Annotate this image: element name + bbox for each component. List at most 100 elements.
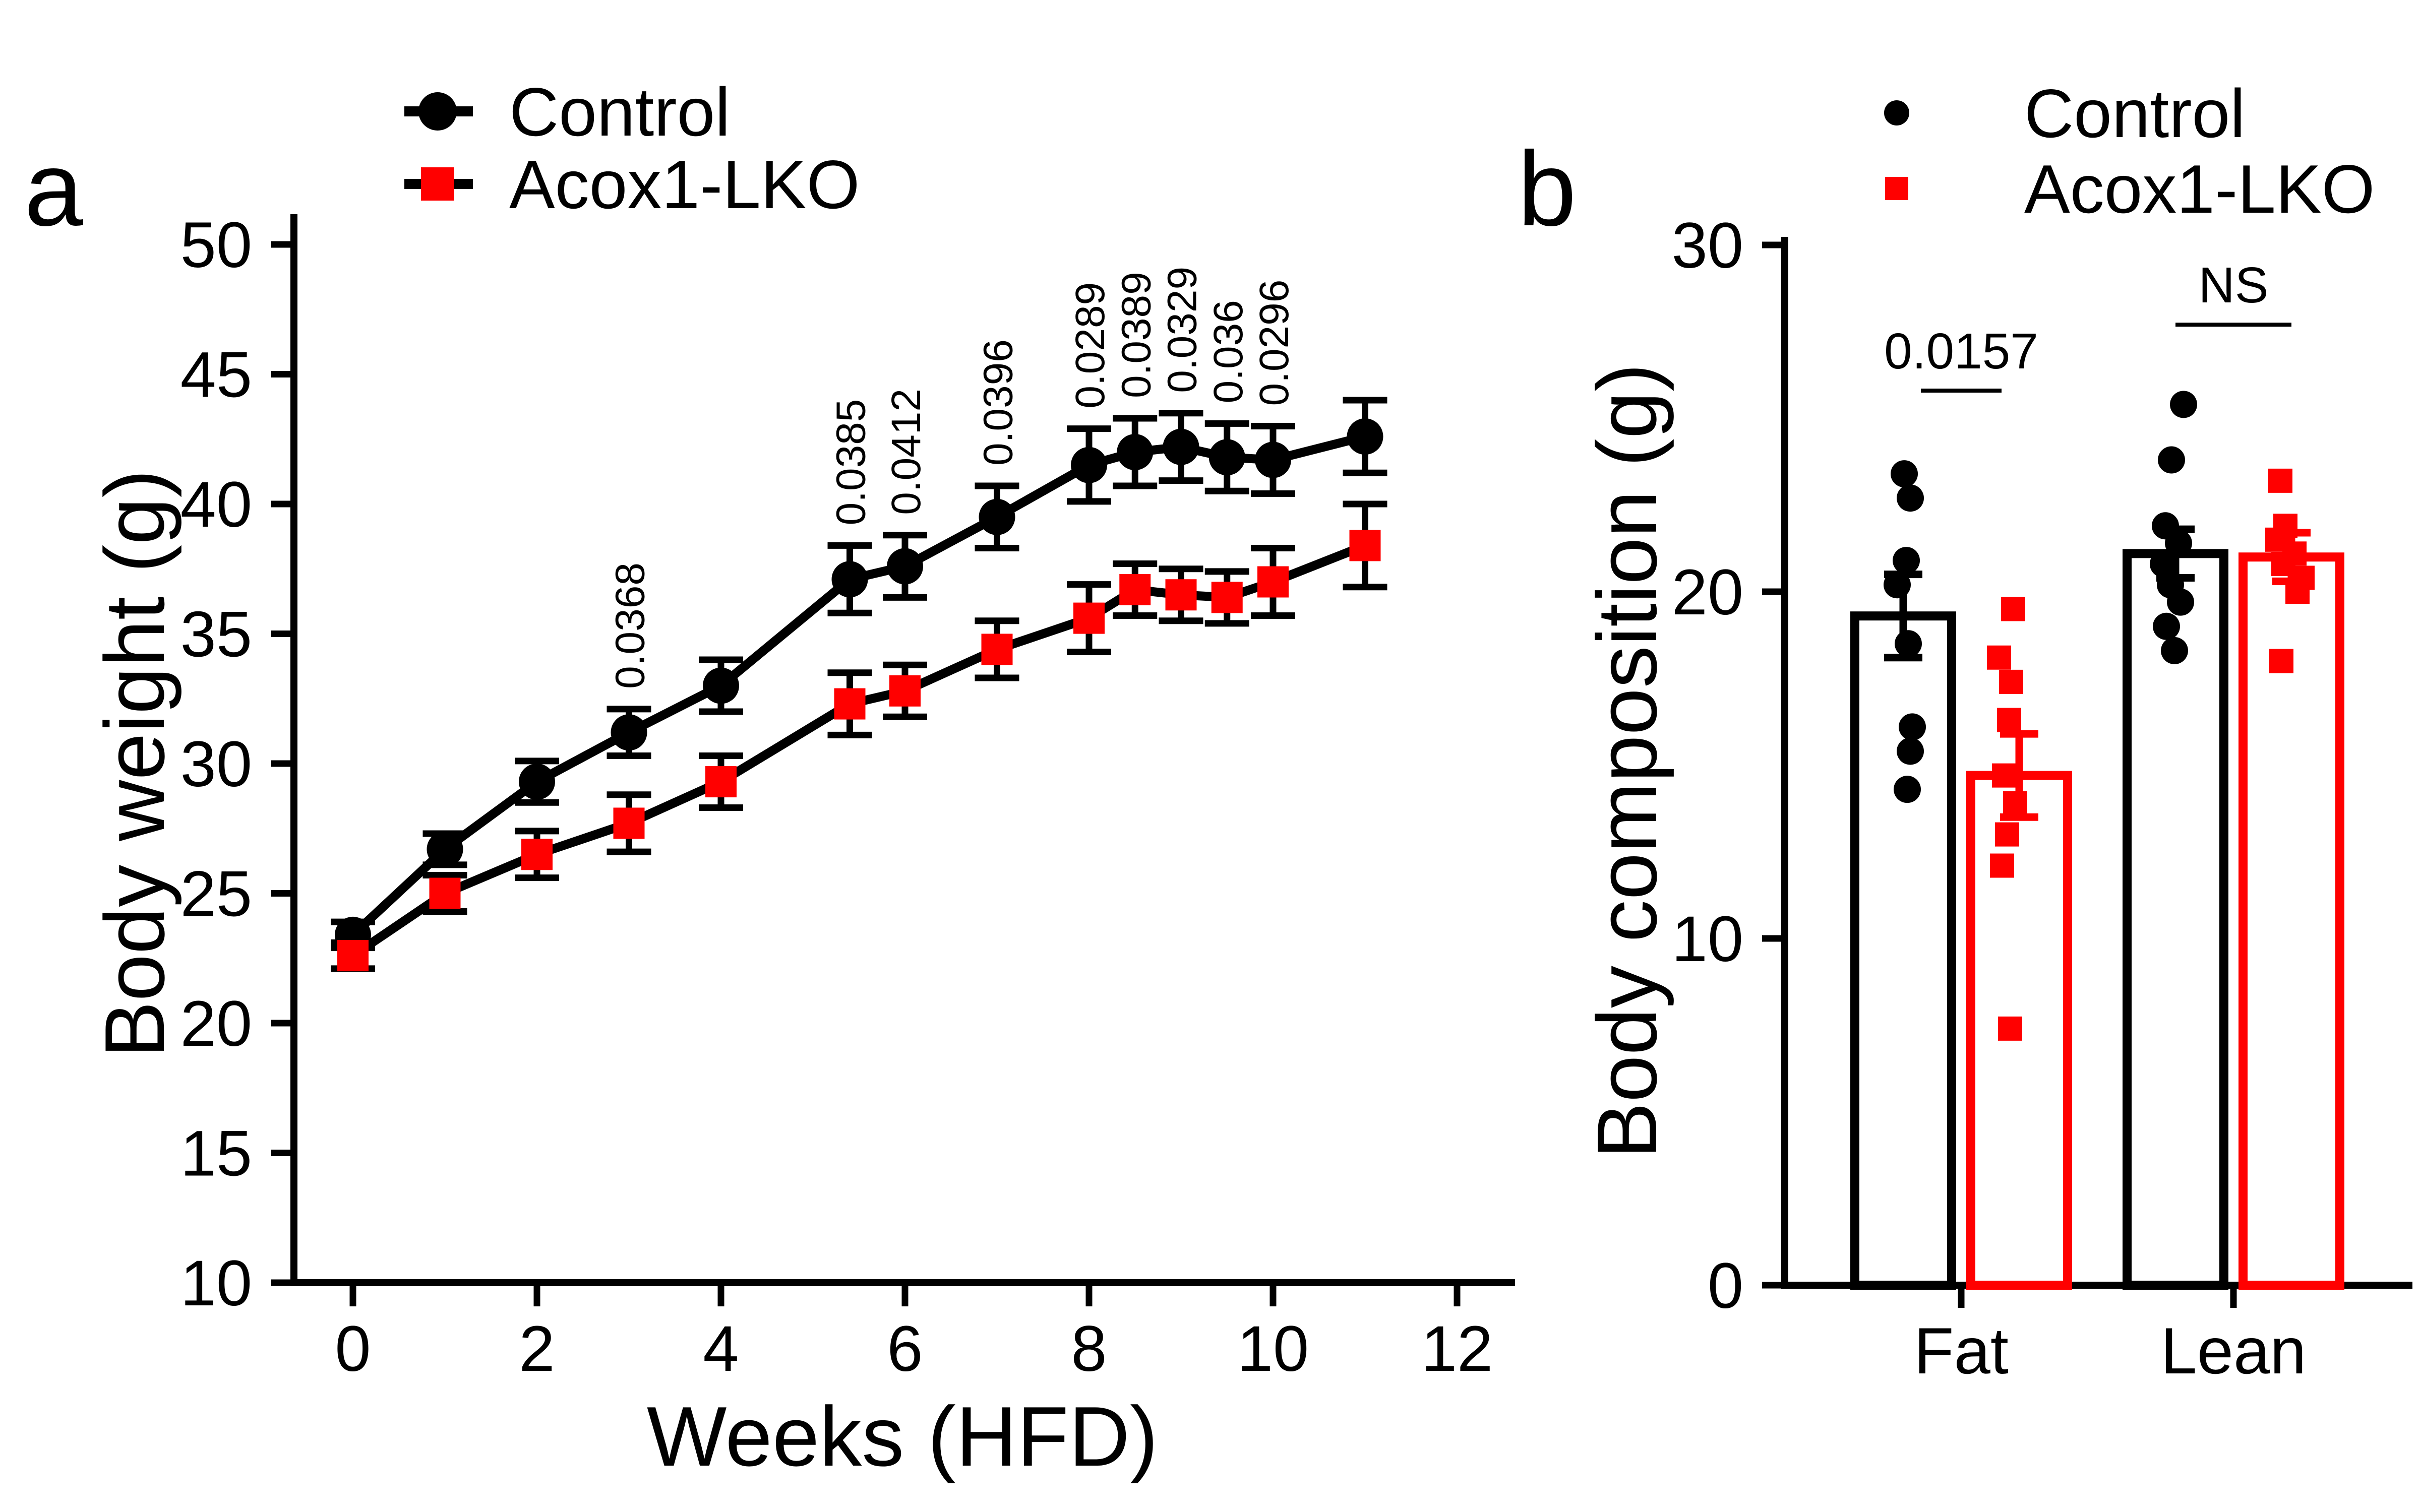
legend-square-marker — [421, 167, 454, 201]
control-scatter-dot — [1899, 713, 1926, 741]
acox1-lko-point-marker — [613, 807, 645, 839]
category-label: Fat — [1914, 1314, 2009, 1388]
x-tick-label: 8 — [1071, 1313, 1107, 1385]
p-value-annotation: 0.0296 — [1251, 280, 1297, 406]
acox1-lko-scatter-square — [2268, 468, 2292, 493]
p-value-annotation: 0.036 — [1205, 300, 1251, 403]
control-scatter-dot — [1893, 547, 1920, 575]
acox1-lko-scatter-square — [1990, 853, 2014, 878]
p-value-annotation: 0.0389 — [1113, 272, 1159, 398]
legend-label: Control — [509, 74, 730, 150]
panel-b-letter: b — [1518, 130, 1577, 248]
acox1-lko-bar-lean — [2238, 552, 2344, 1290]
x-tick-label: 10 — [1237, 1313, 1309, 1385]
acox1-lko-scatter-square — [1999, 669, 2023, 694]
control-point-marker — [1163, 428, 1199, 465]
x-tick-label: 6 — [887, 1313, 923, 1385]
y-tick-label: 15 — [180, 1118, 252, 1190]
acox1-lko-point-marker — [834, 688, 866, 720]
x-tick-label: 2 — [519, 1313, 555, 1385]
y-tick-label: 30 — [180, 728, 252, 800]
acox1-lko-scatter-square — [2003, 791, 2027, 815]
acox1-lko-scatter-square — [1987, 645, 2011, 670]
panel-b-body-composition-chart: 0 10 20 30 Body composition (g) Fat 0.0157 Lean… — [1580, 75, 2412, 1388]
control-scatter-dot — [2150, 550, 2177, 578]
panel-a-letter: a — [24, 130, 83, 248]
y-tick-label: 35 — [180, 599, 252, 671]
control-point-marker — [1071, 447, 1107, 483]
x-axis-title: Weeks (HFD) — [647, 1389, 1158, 1484]
panel-a-body-weight-chart: 10 15 20 25 30 35 40 45 50 0 2 4 6 8 10 12 Body weight (… — [87, 74, 1515, 1484]
acox1-lko-point-marker — [1073, 602, 1105, 634]
p-value-annotation: 0.0412 — [883, 389, 929, 515]
control-bar-fat — [1850, 611, 1956, 1290]
legend-circle-marker — [1884, 100, 1909, 125]
x-tick-label: 4 — [703, 1313, 739, 1385]
y-axis-title: Body composition (g) — [1580, 363, 1674, 1159]
p-value-annotation: 0.0368 — [608, 562, 653, 689]
y-tick-label: 0 — [1708, 1250, 1743, 1322]
acox1-lko-point-marker — [1211, 582, 1243, 613]
acox1-lko-point-marker — [337, 940, 369, 972]
x-tick-label: 12 — [1421, 1313, 1493, 1385]
y-tick-label: 10 — [1672, 903, 1743, 975]
control-scatter-dot — [2167, 588, 2194, 616]
control-point-marker — [427, 831, 463, 867]
y-tick-label: 45 — [180, 339, 252, 411]
control-scatter-dot — [1895, 630, 1922, 658]
control-point-marker — [979, 498, 1015, 535]
acox1-lko-point-marker — [1119, 574, 1151, 605]
control-point-marker — [1208, 439, 1245, 476]
acox1-lko-point-marker — [1257, 566, 1289, 598]
control-scatter-dot — [2165, 529, 2192, 557]
y-tick-label: 40 — [180, 469, 252, 541]
acox1-lko-scatter-square — [2269, 649, 2293, 673]
category-label: Lean — [2160, 1314, 2306, 1388]
y-tick-label: 50 — [180, 209, 252, 281]
acox1-lko-point-marker — [705, 766, 737, 798]
legend-label: Control — [2024, 75, 2245, 152]
acox1-lko-scatter-square — [1992, 763, 2016, 788]
p-value-annotation: 0.0385 — [828, 399, 874, 526]
acox1-lko-scatter-square — [2285, 580, 2310, 604]
control-scatter-dot — [1884, 571, 1911, 599]
control-point-marker — [519, 764, 555, 800]
p-value-annotation: 0.0329 — [1160, 267, 1205, 393]
control-point-marker — [1117, 434, 1154, 470]
legend-square-marker — [1885, 177, 1908, 200]
control-scatter-dot — [1891, 460, 1918, 488]
acox1-lko-scatter-square — [1995, 822, 2019, 847]
control-scatter-dot — [2158, 446, 2185, 474]
p-value-annotation: 0.0396 — [976, 339, 1021, 466]
control-scatter-dot — [1897, 737, 1924, 765]
control-series-markers — [335, 418, 1383, 953]
control-scatter-dot — [2161, 637, 2188, 664]
acox1-lko-point-marker — [981, 634, 1013, 665]
y-tick-label: 10 — [180, 1247, 252, 1319]
acox1-lko-point-marker — [1349, 530, 1381, 561]
y-tick-label: 25 — [180, 858, 252, 930]
control-point-marker — [887, 548, 923, 585]
acox1-lko-point-marker — [521, 839, 553, 870]
y-axis-title: Body weight (g) — [87, 469, 182, 1057]
control-point-marker — [703, 667, 739, 704]
control-scatter-dot — [1897, 484, 1924, 512]
x-tick-label: 0 — [335, 1313, 371, 1385]
control-scatter-dot — [2170, 391, 2197, 418]
significance-label: NS — [2199, 257, 2269, 313]
acox1-lko-scatter-square — [1997, 708, 2021, 732]
acox1-lko-series-markers — [337, 530, 1381, 972]
acox1-lko-point-marker — [429, 877, 461, 909]
y-tick-label: 20 — [180, 988, 252, 1060]
control-scatter-dot — [1894, 776, 1921, 803]
p-value-annotation: 0.0289 — [1067, 282, 1113, 409]
legend-label: Acox1-LKO — [2024, 151, 2375, 227]
acox1-lko-scatter-square — [1998, 1016, 2022, 1041]
control-scatter-dot — [2153, 612, 2180, 640]
control-point-marker — [831, 561, 868, 598]
y-tick-label: 30 — [1672, 210, 1743, 282]
y-tick-label: 20 — [1672, 556, 1743, 628]
legend-circle-marker — [418, 92, 457, 131]
